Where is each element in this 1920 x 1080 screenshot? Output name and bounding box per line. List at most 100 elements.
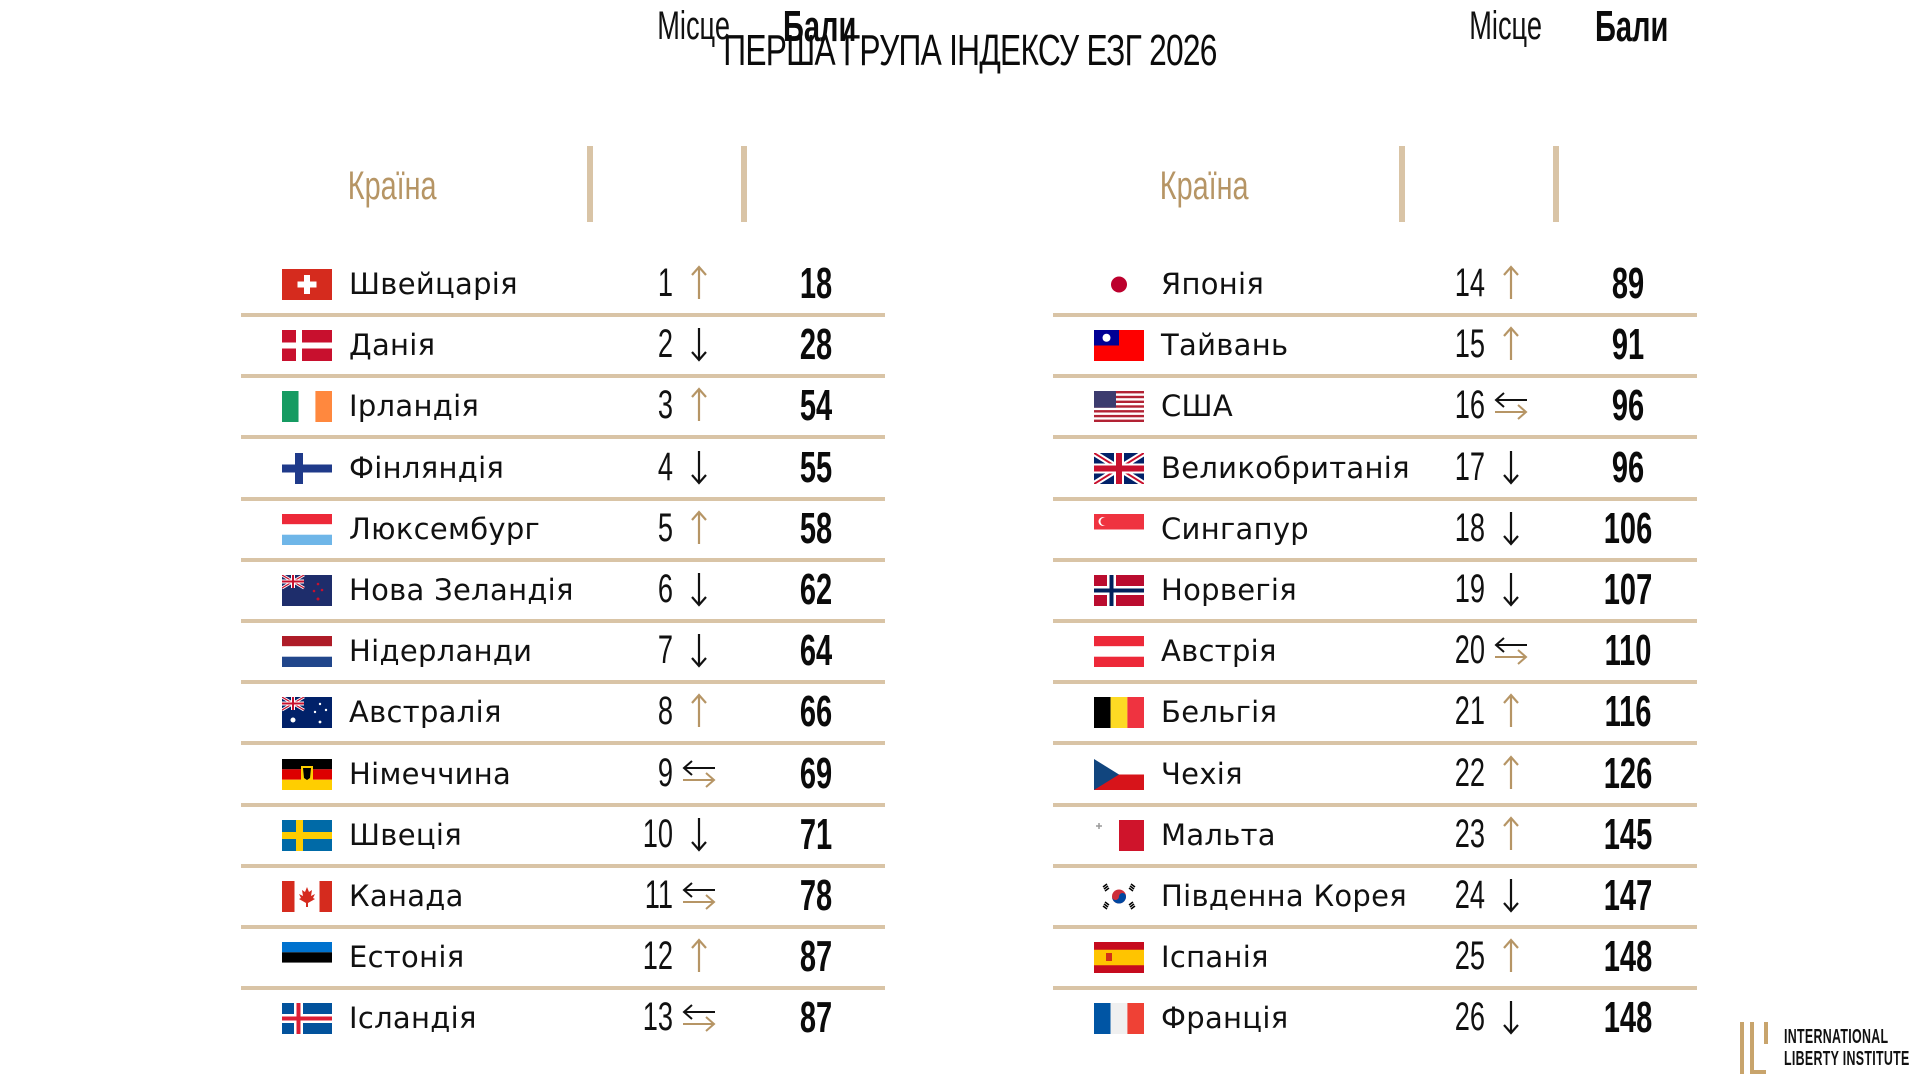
score-value: 89 (1611, 259, 1645, 308)
row-divider (241, 802, 885, 807)
spain-flag-icon (1094, 942, 1144, 974)
rank-value: 26 (1454, 995, 1485, 1040)
czechia-flag-icon (1094, 758, 1144, 790)
estonia-flag-icon (282, 942, 332, 974)
country-name: Тайвань (1161, 328, 1289, 363)
header-divider (1553, 146, 1559, 222)
table-row: Нова Зеландія 6 62 (241, 563, 885, 623)
score-value: 87 (799, 993, 833, 1043)
table-row: Бельгія 21 116 (1053, 685, 1697, 746)
score-value: 55 (799, 442, 833, 492)
row-divider (241, 557, 885, 562)
rank-value: 24 (1454, 873, 1485, 917)
table-row: Швеція 10 71 (241, 808, 885, 868)
finland-flag-icon (282, 452, 332, 484)
table-row: Австрія 20 110 (1053, 624, 1697, 685)
arrows-swap-icon (1493, 630, 1529, 670)
singapore-flag-icon (1094, 513, 1144, 545)
arrow-up-icon (681, 691, 717, 731)
table-row: Мальта 23 145 (1053, 808, 1697, 868)
header-divider (741, 146, 747, 222)
denmark-flag-icon (282, 330, 332, 362)
score-value: 96 (1611, 381, 1645, 431)
usa-flag-icon (1094, 391, 1144, 423)
rank-value: 20 (1454, 628, 1485, 673)
ranking-table-right: Країна Місце Бали Японія 14 89 Тайвань 15 91 С… (1053, 0, 1697, 1080)
rank-value: 4 (657, 444, 673, 489)
score-value: 28 (799, 320, 833, 370)
table-row: Люксембург 5 58 (241, 502, 885, 562)
row-divider (241, 986, 885, 991)
rank-value: 16 (1454, 383, 1485, 428)
arrow-up-icon (681, 936, 717, 976)
score-value: 96 (1611, 442, 1645, 492)
norway-flag-icon (1094, 575, 1144, 606)
arrow-up-icon (1493, 814, 1529, 854)
table-row: Німеччина 9 69 (241, 747, 885, 807)
header-score: Бали (783, 2, 857, 51)
ranking-table-left: Країна Місце Бали Швейцарія 1 18 Данія 2 28 Ір… (241, 0, 885, 1080)
table-row: Естонія 12 87 (241, 930, 885, 991)
row-divider (1053, 557, 1697, 562)
table-row: Південна Корея 24 147 (1053, 869, 1697, 929)
score-value: 107 (1603, 565, 1653, 614)
table-row: Ісландія 13 87 (241, 991, 885, 1051)
header-rank: Місце (657, 4, 730, 48)
arrow-down-icon (1493, 569, 1529, 609)
country-name: Люксембург (349, 511, 541, 546)
arrow-up-icon (1493, 324, 1529, 364)
rank-value: 7 (657, 628, 673, 673)
country-name: Японія (1161, 267, 1265, 301)
score-value: 58 (799, 503, 833, 553)
table-row: Великобританія 17 96 (1053, 441, 1697, 501)
arrow-up-icon (1493, 753, 1529, 793)
score-value: 110 (1604, 626, 1652, 676)
rank-value: 8 (657, 689, 673, 734)
row-divider (241, 680, 885, 685)
table-row: Норвегія 19 107 (1053, 563, 1697, 623)
country-name: Австралія (349, 695, 502, 730)
arrows-swap-icon (681, 875, 717, 915)
country-name: Швеція (349, 817, 462, 852)
score-value: 126 (1603, 748, 1653, 798)
row-divider (241, 741, 885, 746)
country-name: Естонія (349, 940, 465, 975)
rank-value: 22 (1454, 750, 1485, 795)
table-row: Сингапур 18 106 (1053, 502, 1697, 562)
score-value: 66 (799, 687, 833, 737)
country-name: Ісландія (349, 1001, 477, 1036)
header-divider (587, 146, 593, 222)
table-row: США 16 96 (1053, 379, 1697, 440)
country-name: Франція (1161, 1001, 1289, 1036)
rank-value: 2 (657, 322, 673, 367)
row-divider (1053, 925, 1697, 929)
table-row: Швейцарія 1 18 (241, 257, 885, 317)
taiwan-flag-icon (1094, 330, 1144, 362)
score-value: 106 (1603, 503, 1653, 553)
france-flag-icon (1094, 1003, 1144, 1035)
row-divider (241, 925, 885, 929)
rank-value: 11 (644, 873, 673, 917)
row-divider (1053, 741, 1697, 746)
rank-value: 14 (1454, 261, 1485, 305)
row-divider (1053, 680, 1697, 685)
score-value: 147 (1603, 871, 1653, 920)
canada-flag-icon (282, 881, 332, 912)
rank-value: 10 (642, 811, 673, 856)
country-name: Німеччина (349, 756, 512, 791)
country-name: Норвегія (1161, 573, 1298, 607)
score-value: 54 (799, 381, 833, 431)
row-divider (1053, 619, 1697, 623)
table-row: Фінляндія 4 55 (241, 441, 885, 501)
ili-logo: INTERNATIONAL LIBERTY INSTITUTE (1738, 1018, 1918, 1078)
arrow-down-icon (681, 569, 717, 609)
arrow-up-icon (681, 508, 717, 548)
row-divider (241, 374, 885, 379)
row-divider (1053, 496, 1697, 501)
sweden-flag-icon (282, 819, 332, 851)
rank-value: 23 (1454, 811, 1485, 856)
table-row: Тайвань 15 91 (1053, 318, 1697, 379)
arrow-down-icon (681, 814, 717, 854)
row-divider (241, 435, 885, 440)
arrow-down-icon (1493, 508, 1529, 548)
